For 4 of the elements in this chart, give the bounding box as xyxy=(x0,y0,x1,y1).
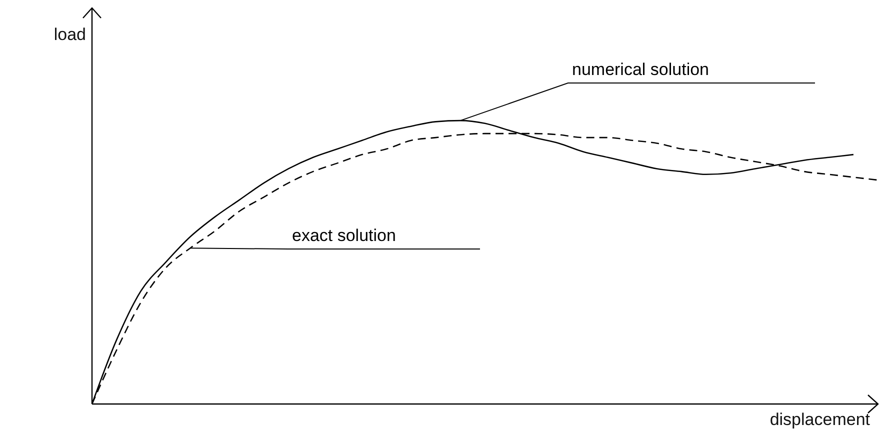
y-axis-title: load xyxy=(54,25,86,44)
x-axis-title: displacement xyxy=(770,410,870,429)
text: numerical solution xyxy=(572,60,710,79)
text: exact solution xyxy=(292,226,396,245)
